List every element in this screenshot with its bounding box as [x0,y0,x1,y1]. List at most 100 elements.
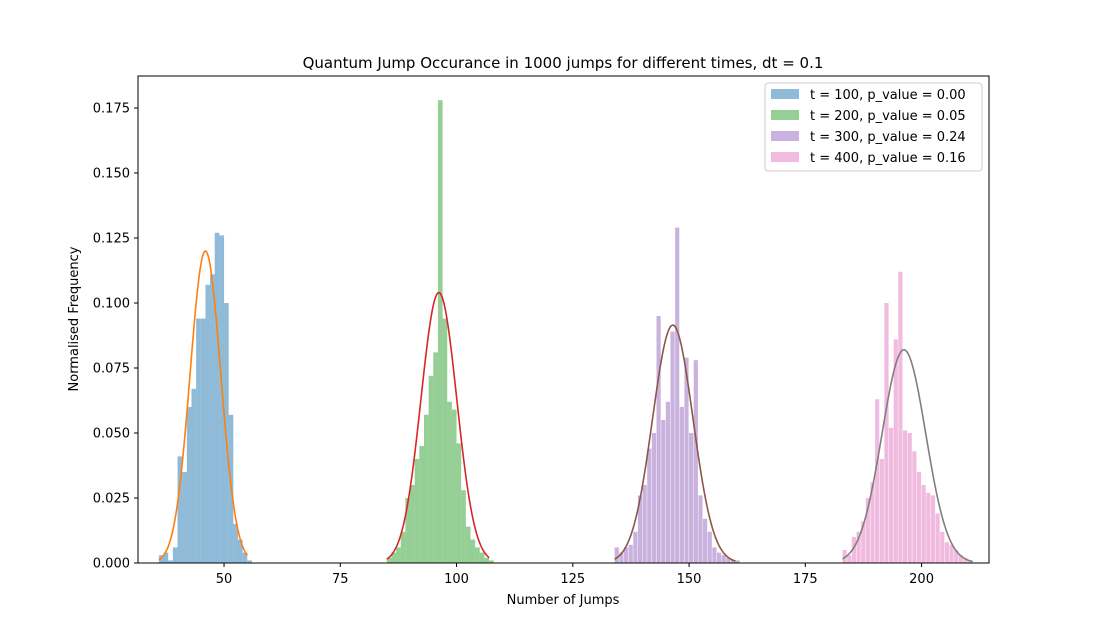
histogram-bar [921,485,926,563]
legend-label: t = 200, p_value = 0.05 [810,109,966,124]
histogram-bar [168,560,173,563]
histogram-bar [661,419,666,563]
histogram-bar [684,357,689,563]
histogram-bar [651,432,657,563]
histogram-bar [386,557,392,563]
histogram-bar [451,409,457,563]
histogram-bar [210,274,215,563]
histogram-bar [456,443,462,563]
histogram-bar [665,401,670,563]
y-tick-label: 0.150 [93,166,130,181]
histogram-bar [163,552,169,563]
histogram-bars [158,100,973,564]
histogram-bar [437,100,443,564]
histogram-bar [414,459,420,563]
y-tick-label: 0.125 [93,231,130,246]
histogram-bar [433,352,438,563]
histogram-bar [842,550,847,563]
histogram-bar [958,555,963,563]
x-tick-label: 75 [332,572,349,587]
histogram-bar [851,537,857,563]
histogram-bar [623,547,629,563]
fit-curve [158,250,248,561]
histogram-bar [703,518,708,563]
y-tick-label: 0.000 [93,557,130,572]
y-tick-label: 0.050 [93,426,130,441]
x-axis: 50 75 100 125 150 175 200 [216,563,934,587]
fit-curve [386,291,490,560]
histogram-bar [465,526,471,563]
histogram-bar [391,552,397,563]
histogram-bar [423,414,429,563]
histogram-bar [902,430,908,563]
histogram-bar [865,498,870,563]
histogram-bar [916,472,922,563]
histogram-bar [247,560,252,563]
histogram-bar [870,482,875,563]
legend-swatch [771,89,799,99]
histogram-bar [242,552,248,563]
legend-swatch [771,131,799,141]
legend: t = 100, p_value = 0.00 t = 200, p_value … [764,82,983,172]
histogram-bar [633,531,638,563]
y-tick-label: 0.175 [93,101,130,116]
histogram-bar [614,547,619,563]
histogram-bar [172,547,178,563]
legend-swatch [771,152,799,162]
histogram-bar [670,331,675,563]
histogram-bar [177,456,183,563]
histogram-bar [219,235,225,563]
histogram-bar [847,555,852,563]
chart-title: Quantum Jump Occurance in 1000 jumps for… [303,54,824,72]
histogram-bar [898,271,903,563]
histogram-bar [716,552,722,563]
histogram-bar [944,542,950,563]
histogram-bar [196,318,201,563]
histogram-bar [419,446,424,563]
x-tick-label: 175 [793,572,818,587]
histogram-bar [675,227,680,563]
histogram-bar [214,232,220,564]
histogram-bar [237,539,243,563]
x-tick-label: 50 [216,572,233,587]
histogram-bar [628,544,633,563]
y-tick-label: 0.100 [93,296,130,311]
histogram-bar [949,544,954,563]
histogram-bar [182,472,187,563]
histogram-bar [647,448,652,563]
histogram-bar [963,557,968,563]
histogram-bar [861,521,866,563]
histogram-bar [721,555,726,563]
histogram-bar [475,547,480,563]
histogram-bar [935,513,940,563]
histogram-bar [637,495,643,563]
histogram-bar [191,388,197,563]
histogram-bar [489,560,494,563]
histogram-bar [200,318,206,563]
histogram-bar [484,557,490,563]
histogram-bar [442,318,448,563]
histogram-bar [693,360,698,563]
legend-label: t = 100, p_value = 0.00 [810,88,966,103]
histogram-bar [968,560,973,563]
legend-label: t = 300, p_value = 0.24 [810,130,966,145]
histogram-bar [396,547,401,563]
histogram-bar [689,432,694,563]
histogram-bar [698,495,703,563]
histogram-bar [470,539,476,563]
x-tick-label: 100 [444,572,469,587]
x-tick-label: 200 [909,572,934,587]
histogram-bar [856,531,861,563]
y-axis: 0.000 0.025 0.050 0.075 0.100 0.125 0.150 0.175 [93,101,138,572]
fit-curves [158,250,973,563]
histogram-bar [735,560,740,563]
histogram-bar [410,485,415,563]
legend-frame [764,82,983,172]
histogram-bar [912,451,917,563]
histogram-bar [461,490,466,563]
histogram-bar [712,547,717,563]
histogram-bar [642,485,647,563]
legend-label: t = 400, p_value = 0.16 [810,151,966,166]
histogram-bar [730,560,736,563]
